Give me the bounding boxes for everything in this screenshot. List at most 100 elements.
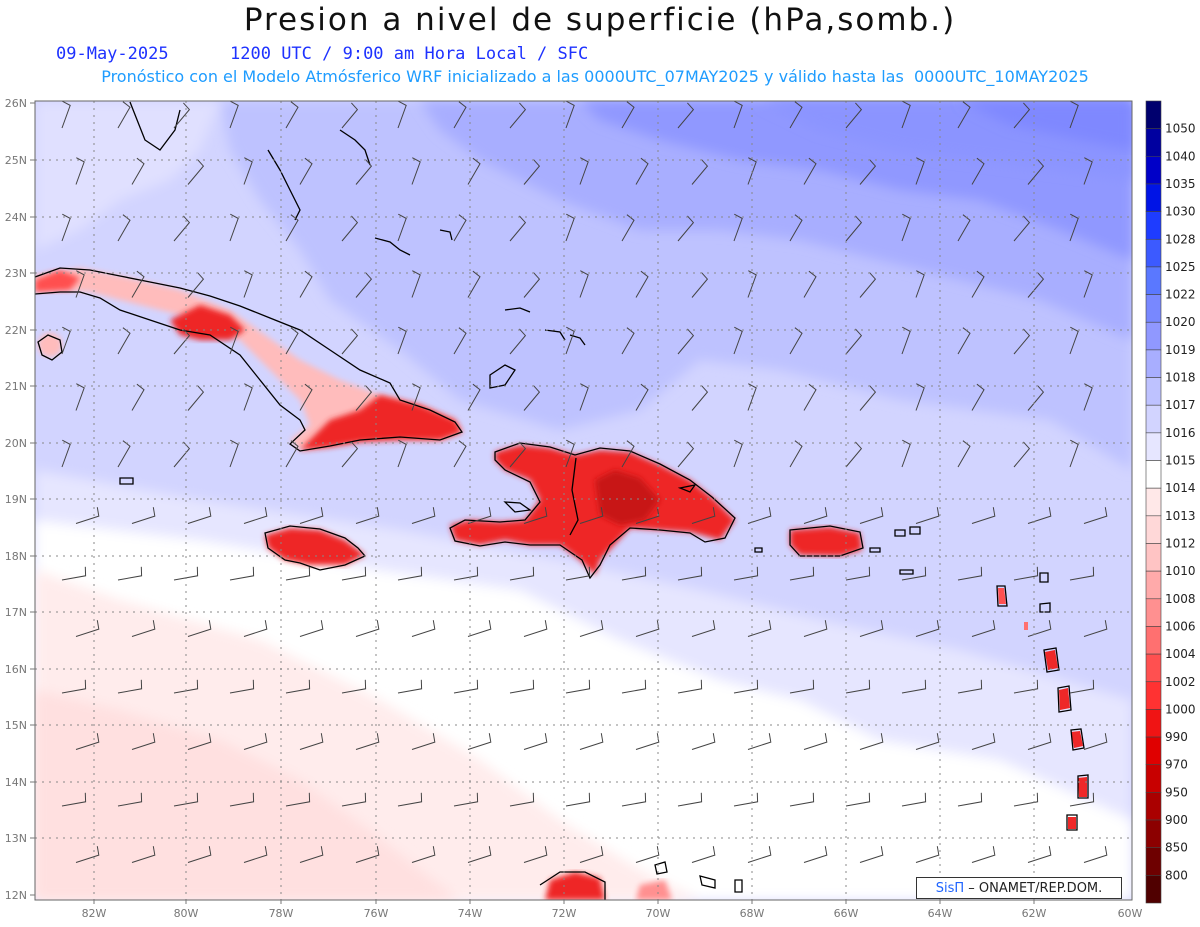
pressure-field xyxy=(35,101,1132,919)
colorbar-swatch xyxy=(1145,875,1162,904)
wind-barb xyxy=(958,906,982,919)
wind-barb xyxy=(355,385,373,411)
wind-barb xyxy=(789,792,815,807)
colorbar-label: 1012 xyxy=(1165,536,1196,550)
wind-barb xyxy=(523,620,548,637)
lon-tick-label: 74W xyxy=(458,907,483,920)
wind-barb xyxy=(117,792,143,807)
wind-barb xyxy=(509,215,527,242)
wind-barb xyxy=(523,733,548,750)
wind-barb xyxy=(355,507,380,524)
wind-barb xyxy=(845,679,871,694)
wind-barb xyxy=(1027,507,1052,524)
colorbar-swatch xyxy=(1145,570,1162,600)
map-title: Presion a nivel de superficie (hPa,somb.… xyxy=(243,2,957,38)
wind-barbs xyxy=(61,101,1108,919)
colorbar-label: 950 xyxy=(1165,785,1188,799)
wind-barb xyxy=(523,272,541,298)
wind-barb xyxy=(411,733,436,750)
wind-barb xyxy=(411,846,436,863)
colorbar-swatch xyxy=(1145,653,1162,683)
colorbar-label: 1018 xyxy=(1165,371,1196,385)
wind-barb xyxy=(453,101,467,129)
wind-barb xyxy=(1027,620,1052,637)
colorbar-label: 800 xyxy=(1165,868,1188,882)
wind-barb xyxy=(957,792,983,807)
wind-barb xyxy=(1083,157,1093,185)
wind-barb xyxy=(173,679,199,694)
wind-barb xyxy=(845,215,863,242)
wind-barb xyxy=(285,679,311,694)
wind-barb xyxy=(901,326,911,355)
wind-barb xyxy=(579,620,604,637)
wind-barb xyxy=(1083,270,1093,298)
wind-barb xyxy=(747,157,757,185)
wind-barb xyxy=(355,272,373,298)
wind-barb xyxy=(131,383,145,411)
wind-barb xyxy=(243,733,268,750)
wind-barb xyxy=(243,270,253,298)
wind-barb xyxy=(187,272,205,298)
wind-barb xyxy=(523,846,548,863)
colorbar-label: 1028 xyxy=(1165,232,1196,246)
wind-barb xyxy=(579,507,604,524)
wind-barb xyxy=(1027,385,1045,411)
wind-barb xyxy=(915,507,940,524)
wind-barb xyxy=(341,679,367,694)
wind-barb xyxy=(579,383,589,411)
wind-barb xyxy=(565,792,591,807)
wind-barb xyxy=(1083,733,1108,750)
wind-barb xyxy=(1083,383,1093,411)
wind-barb xyxy=(691,385,709,411)
wind-barb xyxy=(635,157,649,185)
wind-barb xyxy=(1027,846,1052,863)
colorbar-swatch xyxy=(1145,349,1162,378)
wind-barb xyxy=(915,733,940,750)
pressure-colorbar: 1050 1040 1035 1030 1028 1025 1022 1020 1019 1018… xyxy=(1145,100,1196,904)
wind-barb xyxy=(859,846,884,863)
wind-barb xyxy=(187,507,212,524)
wind-barb xyxy=(187,733,212,750)
wind-barb xyxy=(1083,620,1108,637)
colorbar-label: 1004 xyxy=(1165,647,1196,661)
wind-barb xyxy=(341,215,359,242)
wind-barb xyxy=(957,679,983,694)
colorbar-label: 970 xyxy=(1165,758,1188,772)
wind-barb xyxy=(859,620,884,637)
wind-barb xyxy=(467,157,481,185)
wind-barb xyxy=(173,566,199,581)
land-high-terrain xyxy=(35,268,1087,900)
wind-barb xyxy=(229,326,239,355)
wind-barb xyxy=(467,507,492,524)
wind-barb xyxy=(803,733,828,750)
wind-barb xyxy=(355,733,380,750)
wind-barb xyxy=(733,439,743,468)
wind-barb xyxy=(789,566,815,581)
wind-barb xyxy=(901,101,911,129)
colorbar-label: 1008 xyxy=(1165,592,1196,606)
colorbar-swatch xyxy=(1145,183,1162,212)
wind-barb xyxy=(971,733,996,750)
wind-barb xyxy=(131,157,145,185)
wind-barb xyxy=(621,566,647,581)
wind-barb xyxy=(61,101,71,129)
wind-barb xyxy=(243,620,268,637)
wind-barb xyxy=(747,507,772,524)
colorbar-swatch xyxy=(1145,819,1162,848)
wind-barb xyxy=(285,440,299,468)
lat-tick-label: 18N xyxy=(5,550,27,563)
colorbar-swatch xyxy=(1145,709,1162,738)
wind-barb xyxy=(341,441,359,468)
wind-barb xyxy=(733,566,759,581)
wind-barb xyxy=(845,792,871,807)
lat-tick-label: 24N xyxy=(5,211,27,224)
wind-barb xyxy=(733,792,759,807)
wind-barb xyxy=(61,213,71,242)
wind-barb xyxy=(1069,792,1095,807)
wind-barb xyxy=(341,102,359,129)
wind-barb xyxy=(509,328,527,355)
colorbar-label: 1035 xyxy=(1165,177,1196,191)
colorbar-swatch xyxy=(1145,321,1162,351)
colorbar-swatch xyxy=(1145,377,1162,406)
wind-barb xyxy=(579,733,604,750)
